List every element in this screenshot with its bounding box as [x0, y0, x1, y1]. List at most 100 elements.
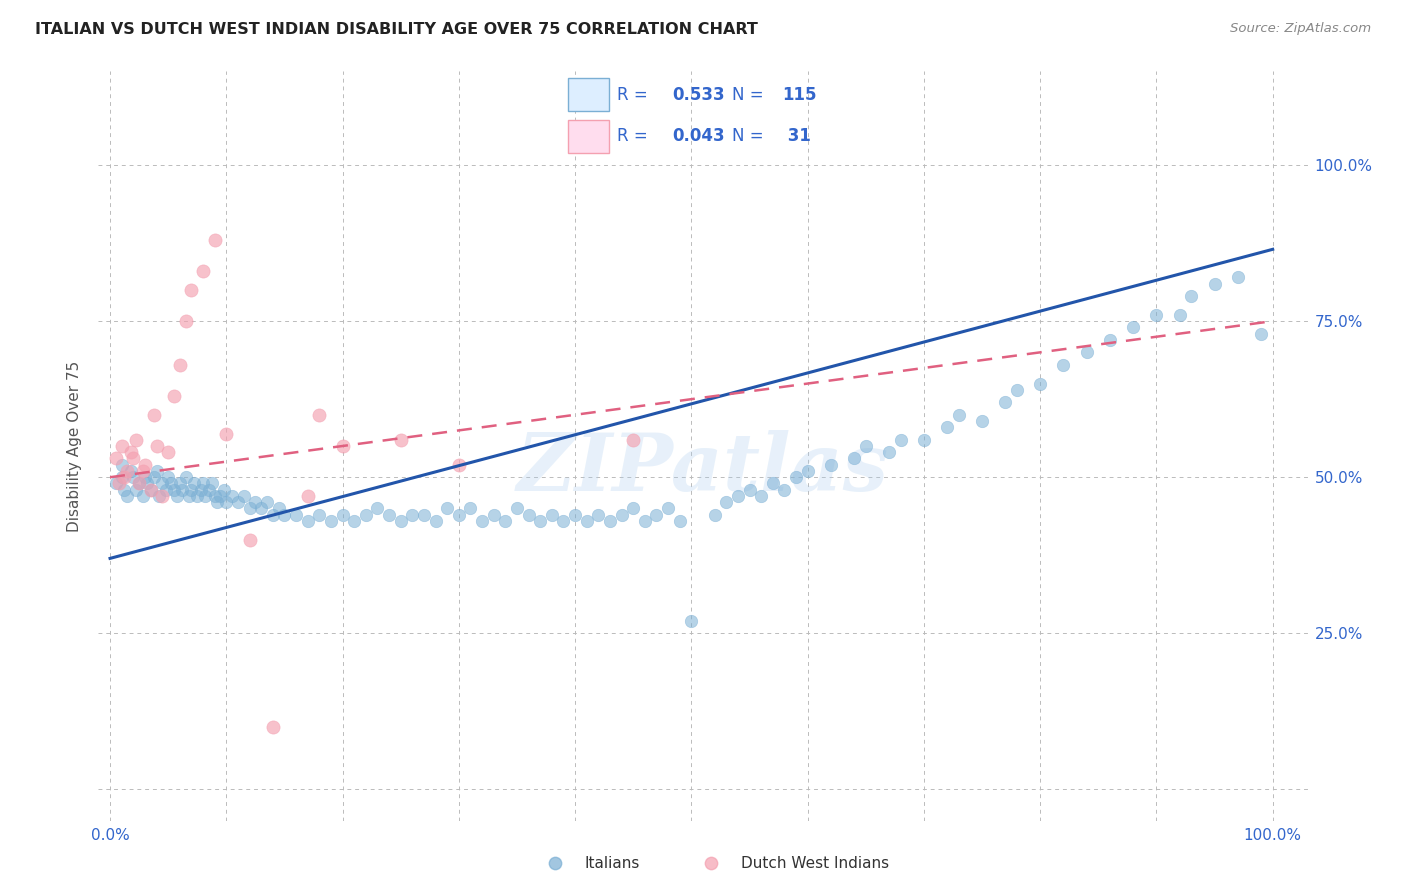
Point	[588, 508, 610, 522]
Point	[471, 514, 494, 528]
Point	[332, 508, 354, 522]
Point	[191, 476, 214, 491]
Point	[425, 514, 447, 528]
Point	[482, 508, 505, 522]
Point	[124, 483, 146, 497]
Point	[134, 458, 156, 472]
Text: R =: R =	[617, 86, 654, 103]
Point	[212, 483, 235, 497]
Point	[994, 395, 1017, 409]
Point	[912, 433, 935, 447]
Point	[131, 464, 153, 478]
Text: Source: ZipAtlas.com: Source: ZipAtlas.com	[1230, 22, 1371, 36]
Point	[256, 495, 278, 509]
Point	[180, 283, 202, 297]
Point	[319, 514, 342, 528]
Point	[668, 514, 690, 528]
Point	[738, 483, 761, 497]
Point	[108, 476, 131, 491]
Point	[890, 433, 912, 447]
Point	[621, 501, 644, 516]
Text: 31: 31	[782, 128, 811, 145]
Point	[150, 476, 173, 491]
Point	[134, 470, 156, 484]
Point	[1250, 326, 1272, 341]
Point	[762, 476, 785, 491]
Point	[112, 483, 135, 497]
Point	[413, 508, 436, 522]
Point	[112, 470, 135, 484]
Point	[190, 483, 212, 497]
Point	[378, 508, 401, 522]
Point	[139, 483, 162, 497]
Point	[354, 508, 377, 522]
Point	[844, 451, 866, 466]
Point	[1098, 333, 1121, 347]
Point	[773, 483, 796, 497]
Point	[436, 501, 458, 516]
Point	[297, 514, 319, 528]
Point	[727, 489, 749, 503]
Point	[215, 495, 238, 509]
Text: R =: R =	[617, 128, 654, 145]
Point	[111, 439, 134, 453]
Point	[447, 508, 470, 522]
Text: 0.043: 0.043	[672, 128, 724, 145]
Point	[285, 508, 308, 522]
Point	[111, 470, 134, 484]
Point	[447, 458, 470, 472]
Point	[169, 476, 191, 491]
Point	[111, 458, 134, 472]
Point	[120, 464, 142, 478]
Point	[1204, 277, 1226, 291]
Point	[634, 514, 657, 528]
Point	[122, 451, 145, 466]
Point	[540, 508, 562, 522]
Point	[1005, 383, 1028, 397]
Point	[936, 420, 959, 434]
Point	[232, 489, 254, 503]
Text: ITALIAN VS DUTCH WEST INDIAN DISABILITY AGE OVER 75 CORRELATION CHART: ITALIAN VS DUTCH WEST INDIAN DISABILITY …	[35, 22, 758, 37]
Point	[186, 489, 208, 503]
Point	[575, 514, 598, 528]
Point	[163, 483, 186, 497]
Point	[180, 483, 202, 497]
Point	[267, 501, 290, 516]
Text: 115: 115	[782, 86, 817, 103]
Point	[145, 464, 167, 478]
Point	[128, 476, 150, 491]
Point	[273, 508, 295, 522]
Point	[117, 489, 139, 503]
Point	[262, 720, 284, 734]
Point	[506, 501, 529, 516]
Point	[245, 495, 267, 509]
Text: N =: N =	[733, 86, 763, 103]
Point	[250, 501, 273, 516]
Point	[145, 439, 167, 453]
Point	[855, 439, 877, 453]
Point	[1029, 376, 1052, 391]
Point	[877, 445, 900, 459]
Point	[169, 358, 191, 372]
Point	[332, 439, 354, 453]
Point	[194, 489, 217, 503]
Point	[172, 483, 194, 497]
Point	[148, 489, 170, 503]
Point	[262, 508, 284, 522]
Point	[681, 614, 703, 628]
Point	[201, 476, 224, 491]
Point	[143, 470, 166, 484]
Point	[155, 483, 177, 497]
Point	[308, 408, 330, 422]
Point	[166, 489, 188, 503]
Point	[128, 476, 150, 491]
Point	[221, 489, 243, 503]
Point	[970, 414, 993, 428]
Point	[183, 476, 205, 491]
Point	[226, 495, 249, 509]
Point	[139, 483, 162, 497]
Point	[1144, 308, 1167, 322]
Point	[785, 470, 807, 484]
Point	[204, 489, 226, 503]
Point	[645, 508, 668, 522]
